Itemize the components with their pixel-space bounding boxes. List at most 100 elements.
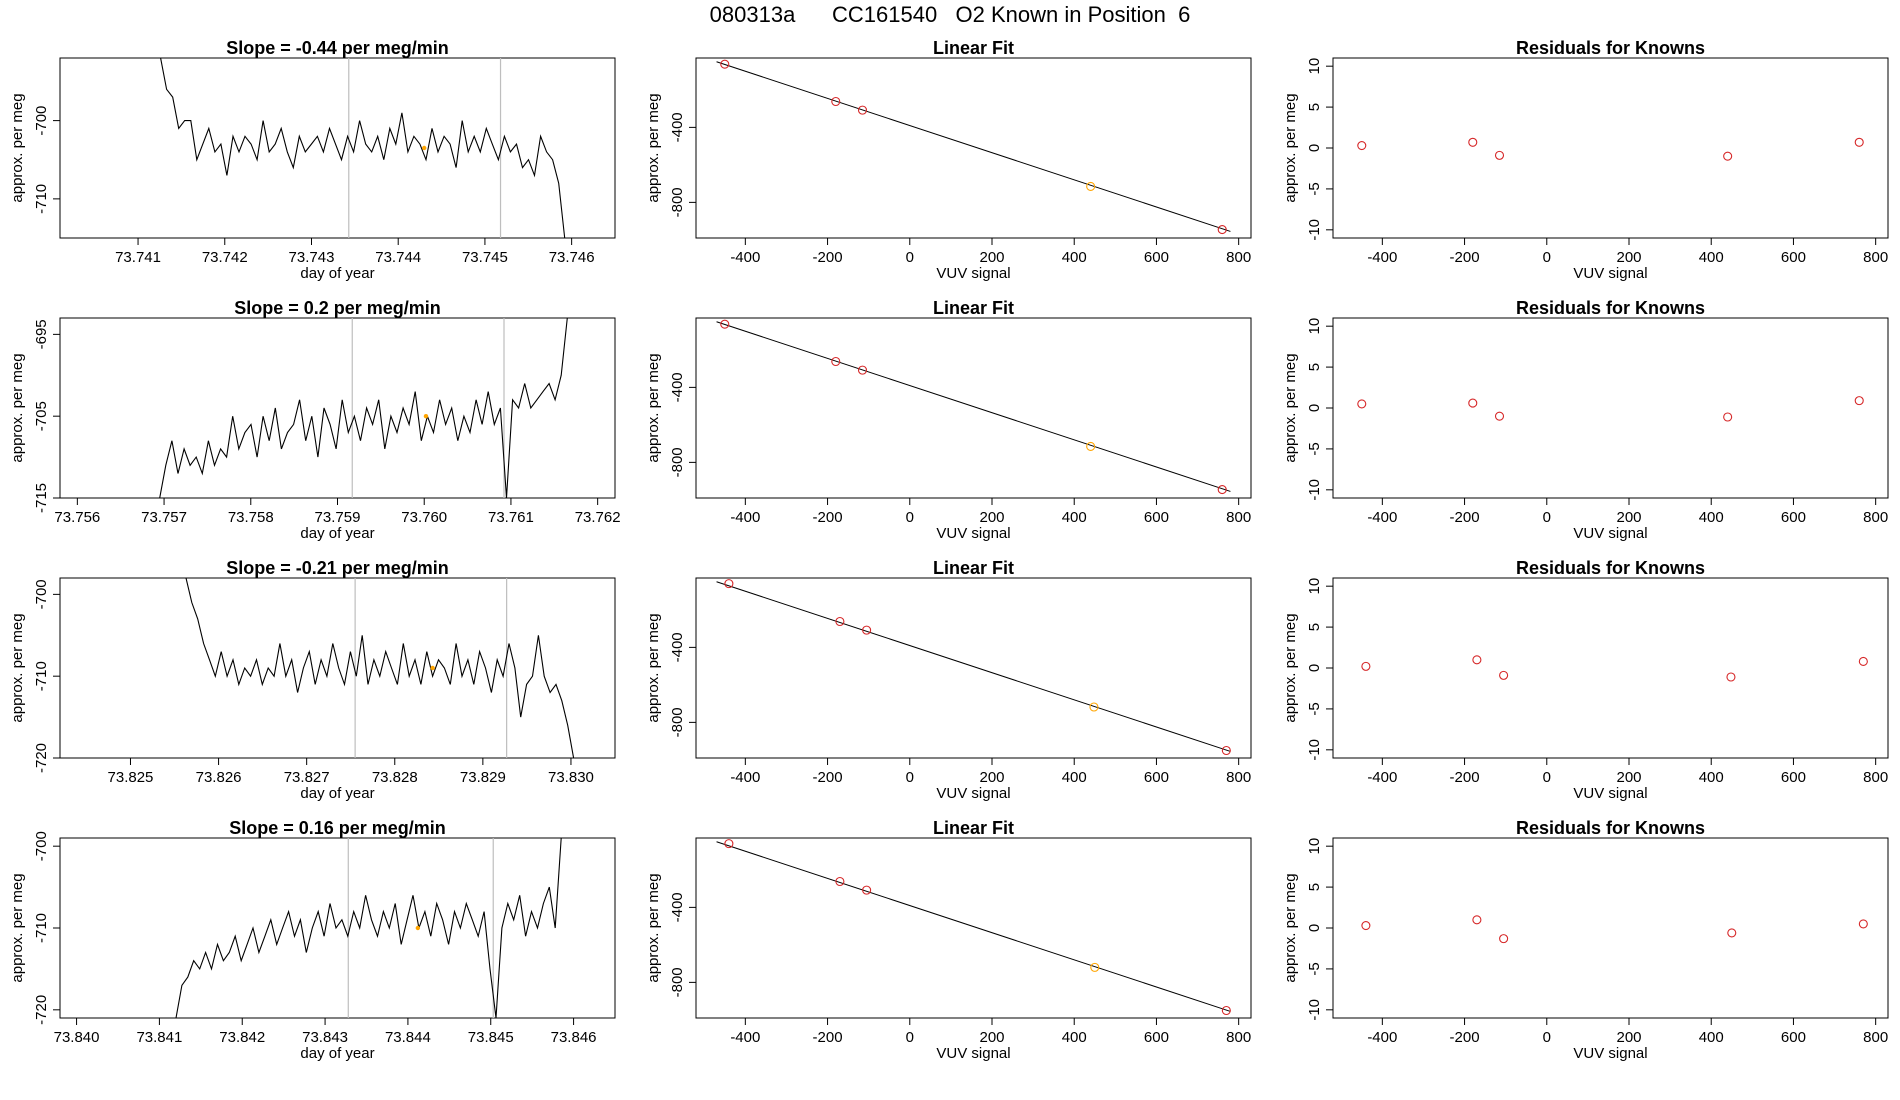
plot-frame xyxy=(695,837,1252,1019)
signal-trace xyxy=(160,58,566,238)
x-tick-label: 600 xyxy=(1781,509,1806,526)
fit-point xyxy=(724,839,734,849)
plot-area xyxy=(1357,137,1864,161)
residual-point xyxy=(1472,655,1482,665)
x-tick-label: 0 xyxy=(1543,509,1551,526)
plot-area xyxy=(1361,655,1868,682)
x-tick-label: -400 xyxy=(730,1029,760,1046)
x-axis-label: VUV signal xyxy=(1573,785,1647,802)
panel-title: Slope = -0.44 per meg/min xyxy=(226,38,449,58)
res-panel-row-4: Residuals for Knowns -400 -200 0 200 400 600 80… xyxy=(1282,818,1889,1062)
fit-point xyxy=(1086,441,1096,451)
plot-area xyxy=(159,318,568,498)
y-tick-label: -700 xyxy=(33,106,50,136)
fit-point xyxy=(1221,1005,1231,1016)
panel-title: Residuals for Knowns xyxy=(1516,818,1705,838)
x-tick-label: 600 xyxy=(1144,769,1169,786)
plot-area xyxy=(175,838,562,1018)
y-tick-label: -710 xyxy=(33,661,50,691)
y-axis-label: approx. per meg xyxy=(1282,93,1299,202)
x-tick-label: 200 xyxy=(979,769,1004,786)
y-tick-label: -400 xyxy=(669,892,686,922)
x-tick-label: -200 xyxy=(813,509,843,526)
x-tick-label: 0 xyxy=(906,1029,914,1046)
known-marker xyxy=(415,925,421,931)
y-axis-label: approx. per meg xyxy=(9,93,26,202)
y-tick-label: 0 xyxy=(1306,404,1323,412)
fit-line xyxy=(716,61,1231,232)
residual-point xyxy=(1727,928,1737,938)
y-tick-label: 5 xyxy=(1306,883,1323,891)
x-tick-label: -200 xyxy=(813,1029,843,1046)
x-tick-label: 73.760 xyxy=(401,509,447,526)
fit-point xyxy=(1221,745,1231,756)
x-tick-label: 0 xyxy=(1543,1029,1551,1046)
y-axis-label: approx. per meg xyxy=(645,353,662,462)
res-panel-row-3: Residuals for Knowns -400 -200 0 200 400 600 80… xyxy=(1282,558,1889,802)
x-tick-label: -400 xyxy=(730,249,760,266)
x-tick-label: 73.825 xyxy=(108,769,154,786)
x-tick-label: 73.757 xyxy=(141,509,187,526)
plot-area xyxy=(716,579,1231,756)
y-tick-label: -10 xyxy=(1306,219,1323,241)
x-tick-label: 0 xyxy=(1543,769,1551,786)
x-tick-label: 73.844 xyxy=(385,1029,431,1046)
y-tick-label: -10 xyxy=(1306,479,1323,501)
x-tick-label: 400 xyxy=(1062,769,1087,786)
panel-title: Linear Fit xyxy=(933,298,1014,318)
x-tick-label: 400 xyxy=(1062,509,1087,526)
y-tick-label: 0 xyxy=(1306,144,1323,152)
fit-point xyxy=(835,876,845,887)
residual-point xyxy=(1723,412,1733,422)
x-tick-label: 73.826 xyxy=(196,769,242,786)
fit-point xyxy=(857,105,868,115)
x-axis-label: day of year xyxy=(300,785,374,802)
x-tick-label: 200 xyxy=(1616,249,1641,266)
y-tick-label: 0 xyxy=(1306,664,1323,672)
known-marker xyxy=(423,413,429,419)
y-tick-label: 10 xyxy=(1306,58,1323,75)
y-tick-label: -5 xyxy=(1306,442,1323,455)
x-tick-label: 800 xyxy=(1863,769,1888,786)
y-axis-label: approx. per meg xyxy=(9,353,26,462)
fit-panel-row-4: Linear Fit -400 -200 0 200 400 600 800 VUV signa… xyxy=(645,818,1252,1062)
residual-point xyxy=(1361,920,1371,931)
x-axis-label: VUV signal xyxy=(1573,1045,1647,1062)
residual-point xyxy=(1499,670,1509,680)
fit-line xyxy=(716,841,1231,1012)
residual-point xyxy=(1726,672,1736,682)
x-axis-label: VUV signal xyxy=(1573,265,1647,282)
fit-line xyxy=(716,321,1231,492)
x-tick-label: 73.827 xyxy=(284,769,330,786)
panel-title: Residuals for Knowns xyxy=(1516,558,1705,578)
x-tick-label: 800 xyxy=(1226,509,1251,526)
x-tick-label: 800 xyxy=(1863,249,1888,266)
x-tick-label: -400 xyxy=(1367,1029,1397,1046)
fit-point xyxy=(1086,181,1096,191)
x-tick-label: 400 xyxy=(1699,509,1724,526)
x-axis-label: VUV signal xyxy=(936,1045,1010,1062)
x-tick-label: 73.841 xyxy=(136,1029,182,1046)
plot-frame xyxy=(695,317,1252,499)
x-tick-label: 800 xyxy=(1863,509,1888,526)
plot-frame xyxy=(59,317,616,499)
y-tick-label: 10 xyxy=(1306,838,1323,855)
y-axis-label: approx. per meg xyxy=(645,873,662,982)
y-axis-label: approx. per meg xyxy=(1282,353,1299,462)
y-tick-label: -710 xyxy=(33,184,50,214)
fit-panel-row-3: Linear Fit -400 -200 0 200 400 600 800 VUV signa… xyxy=(645,558,1252,802)
x-tick-label: 400 xyxy=(1699,249,1724,266)
x-tick-label: 0 xyxy=(1543,249,1551,266)
residual-point xyxy=(1357,140,1367,151)
x-tick-label: 200 xyxy=(979,509,1004,526)
page-title: 080313a CC161540 O2 Known in Position 6 xyxy=(709,2,1191,27)
panel-title: Linear Fit xyxy=(933,818,1014,838)
x-tick-label: 73.756 xyxy=(54,509,100,526)
x-tick-label: 200 xyxy=(1616,769,1641,786)
plot-area xyxy=(716,319,1231,495)
x-tick-label: 400 xyxy=(1699,769,1724,786)
plot-frame xyxy=(1332,837,1889,1019)
x-tick-label: 0 xyxy=(906,769,914,786)
x-tick-label: -200 xyxy=(1450,509,1480,526)
